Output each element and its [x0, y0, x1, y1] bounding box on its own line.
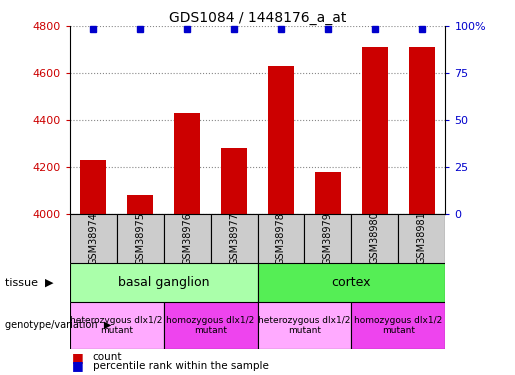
Text: basal ganglion: basal ganglion — [118, 276, 209, 289]
Text: ■: ■ — [72, 359, 84, 372]
Bar — [409, 47, 435, 214]
Bar — [258, 214, 304, 262]
Bar — [399, 214, 445, 262]
Text: heterozygous dlx1/2
mutant: heterozygous dlx1/2 mutant — [259, 316, 351, 335]
Text: homozygous dlx1/2
mutant: homozygous dlx1/2 mutant — [354, 316, 442, 335]
Bar — [211, 214, 258, 262]
Bar — [164, 214, 211, 262]
Text: GSM38976: GSM38976 — [182, 211, 192, 265]
Text: GSM38980: GSM38980 — [370, 212, 380, 264]
Text: GSM38977: GSM38977 — [229, 211, 239, 265]
Text: count: count — [93, 352, 122, 362]
Text: percentile rank within the sample: percentile rank within the sample — [93, 361, 269, 370]
Text: GSM38979: GSM38979 — [323, 211, 333, 265]
Text: genotype/variation  ▶: genotype/variation ▶ — [5, 320, 112, 330]
Bar — [127, 195, 153, 214]
Text: GSM38974: GSM38974 — [88, 211, 98, 265]
Bar — [70, 262, 258, 302]
Text: heterozygous dlx1/2
mutant: heterozygous dlx1/2 mutant — [71, 316, 163, 335]
Bar — [221, 148, 247, 214]
Text: ■: ■ — [72, 351, 84, 364]
Bar — [70, 302, 164, 349]
Bar — [80, 160, 106, 214]
Text: GSM38981: GSM38981 — [417, 212, 427, 264]
Text: GSM38978: GSM38978 — [276, 211, 286, 265]
Bar — [258, 262, 445, 302]
Bar — [352, 214, 399, 262]
Title: GDS1084 / 1448176_a_at: GDS1084 / 1448176_a_at — [169, 11, 346, 25]
Bar — [352, 302, 445, 349]
Bar — [174, 113, 200, 214]
Bar — [258, 302, 352, 349]
Bar — [116, 214, 164, 262]
Bar — [362, 47, 388, 214]
Bar — [70, 214, 116, 262]
Text: homozygous dlx1/2
mutant: homozygous dlx1/2 mutant — [166, 316, 254, 335]
Text: GSM38975: GSM38975 — [135, 211, 145, 265]
Bar — [315, 172, 341, 214]
Bar — [268, 66, 294, 214]
Text: tissue  ▶: tissue ▶ — [5, 277, 54, 287]
Text: cortex: cortex — [332, 276, 371, 289]
Bar — [304, 214, 352, 262]
Bar — [164, 302, 258, 349]
